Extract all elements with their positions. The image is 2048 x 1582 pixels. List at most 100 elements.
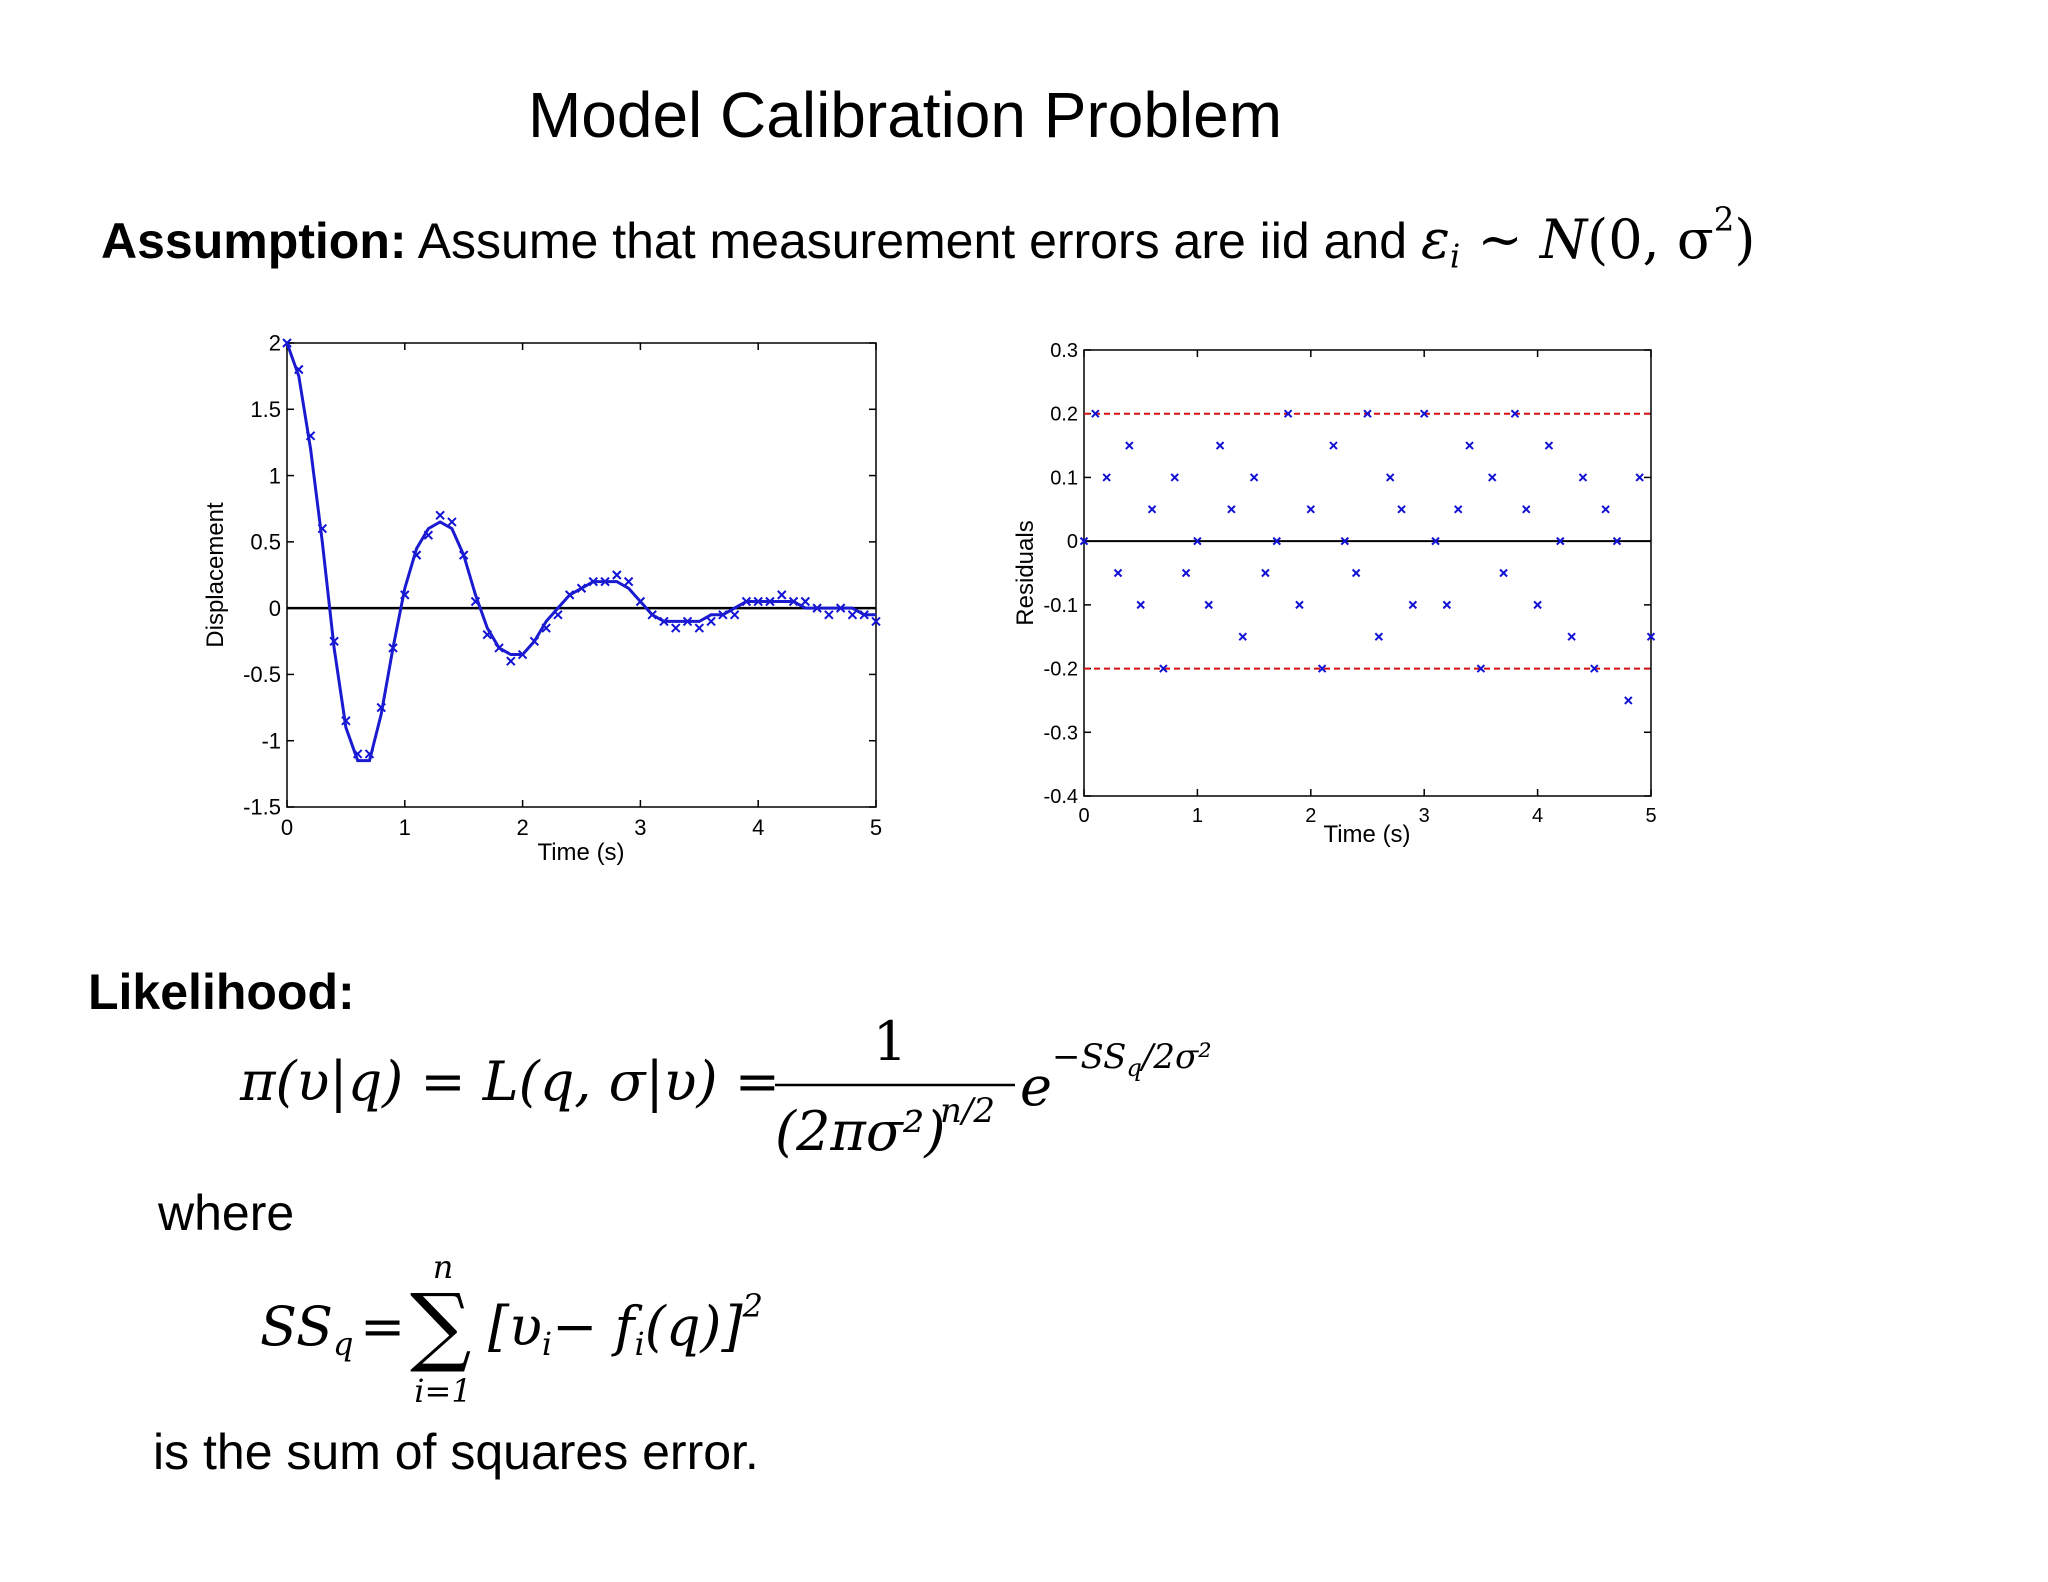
residual-point (1363, 409, 1372, 418)
y-tick-labels: -1.5 -1 -0.5 0 0.5 1 1.5 2 (243, 331, 281, 820)
y-axis-label: Residuals (1012, 520, 1039, 625)
residual-point (1419, 409, 1429, 418)
residual-point (1397, 505, 1406, 514)
assumption-math: εi ~ N(0, σ2) (1420, 203, 1756, 273)
residual-point (1351, 568, 1361, 578)
residual-point (1227, 505, 1236, 514)
data-point (671, 623, 681, 633)
sum-body-end: (q)] (645, 1295, 744, 1358)
normal-close: ) (1734, 208, 1756, 271)
residual-point (1317, 664, 1327, 673)
residual-point (1646, 632, 1656, 641)
residual-point (1113, 568, 1123, 578)
normal-symbol: N (1539, 208, 1588, 271)
residual-point (1215, 441, 1225, 450)
likelihood-label: Likelihood: (88, 964, 355, 1020)
ss-symbol: SS (260, 1295, 333, 1358)
y-tick-label: -0.5 (243, 662, 281, 687)
data-point (777, 590, 787, 600)
page-title: Model Calibration Problem (527, 79, 1283, 151)
displacement-chart: 0 1 2 3 4 5 -1.5 -1 -0.5 0 0.5 1 1.5 2 Time (s) Disp… (202, 331, 882, 866)
sigma-symbol: ∑ (410, 1276, 471, 1376)
residual-point (1306, 505, 1316, 514)
residual-point (1499, 568, 1508, 578)
y-tick-label: 0 (269, 596, 281, 621)
residual-point (1238, 632, 1247, 641)
x-tick-label: 2 (516, 815, 528, 840)
residual-point (1193, 536, 1202, 546)
residual-point (1533, 600, 1542, 610)
assumption-label: Assumption: (101, 213, 407, 269)
residual-point (1556, 536, 1565, 546)
sum-body-square: 2 (742, 1287, 763, 1325)
data-point (447, 517, 457, 527)
residual-point (1488, 473, 1497, 482)
residual-point (1635, 473, 1644, 482)
residual-point (1159, 664, 1168, 673)
residual-point (1283, 409, 1293, 418)
sum-lower-limit: i=1 (414, 1372, 471, 1410)
residual-point (1170, 473, 1179, 482)
data-point (612, 570, 622, 580)
ss-equation: SSq = ∑ n i=1 [υi− fi(q)]2 (260, 1250, 763, 1410)
residual-point (1465, 441, 1474, 450)
sum-upper-limit: n (433, 1250, 454, 1286)
x-tick-labels: 0 1 2 3 4 5 (281, 815, 882, 840)
y-tick-label: -0.4 (1044, 786, 1078, 808)
model-fit-line (285, 342, 876, 763)
residual-point (1454, 505, 1463, 514)
data-point (847, 610, 858, 620)
x-tick-label: 2 (1305, 805, 1316, 827)
residual-point (1102, 473, 1111, 482)
x-axis-label: Time (s) (1323, 821, 1410, 848)
data-point (729, 610, 740, 620)
data-point (800, 596, 811, 607)
residual-point (1091, 409, 1100, 418)
y-tick-label: -0.2 (1044, 659, 1078, 681)
fraction-numerator: 1 (873, 1010, 907, 1073)
x-axis-label: Time (s) (537, 839, 624, 866)
exp-base: e (1020, 1055, 1052, 1118)
residual-point (1374, 632, 1384, 641)
y-tick-label: 0.1 (1050, 467, 1078, 489)
x-tick-label: 3 (634, 815, 646, 840)
residual-point (1590, 664, 1599, 673)
data-point (824, 610, 834, 620)
x-tick-label: 4 (1532, 805, 1543, 827)
x-tick-label: 3 (1419, 805, 1430, 827)
residual-point (1567, 632, 1576, 641)
x-tick-label: 1 (1192, 805, 1203, 827)
y-tick-label: -0.1 (1044, 595, 1078, 617)
variance-exponent: 2 (1713, 200, 1735, 239)
ss-subscript: q (333, 1325, 353, 1363)
y-tick-label: 2 (269, 331, 281, 356)
normal-args: (0, σ (1587, 208, 1714, 271)
epsilon-symbol: ε (1420, 208, 1450, 271)
plot-frame (1083, 349, 1652, 797)
y-tick-label: 0 (1067, 531, 1078, 553)
sum-body-subscript: i (542, 1325, 552, 1363)
residual-point (1181, 568, 1191, 578)
x-tick-label: 5 (870, 815, 882, 840)
data-point (694, 623, 705, 633)
denominator-exponent: n/2 (940, 1091, 995, 1131)
residual-point (1147, 505, 1157, 514)
residual-point (1261, 568, 1270, 578)
residual-point (1295, 600, 1304, 610)
residual-point (1408, 600, 1418, 610)
exponent-subscript: q (1126, 1054, 1141, 1082)
x-tick-labels: 0 1 2 3 4 5 (1078, 805, 1656, 827)
y-tick-label: 1 (269, 463, 281, 488)
sum-body-start: [υ (488, 1295, 542, 1358)
residual-point (1136, 600, 1145, 610)
y-tick-label: 0.5 (250, 530, 281, 555)
residual-point (1125, 441, 1134, 450)
residual-point (1612, 536, 1622, 546)
exponent-ss: −SS (1052, 1037, 1126, 1077)
y-tick-label: -1.5 (243, 795, 281, 820)
residual-point (1544, 441, 1554, 450)
ss-lhs: SSq (260, 1295, 354, 1363)
exponent-rest: /2σ² (1139, 1037, 1212, 1077)
tilde-symbol: ~ (1477, 208, 1523, 271)
data-point (623, 576, 634, 587)
